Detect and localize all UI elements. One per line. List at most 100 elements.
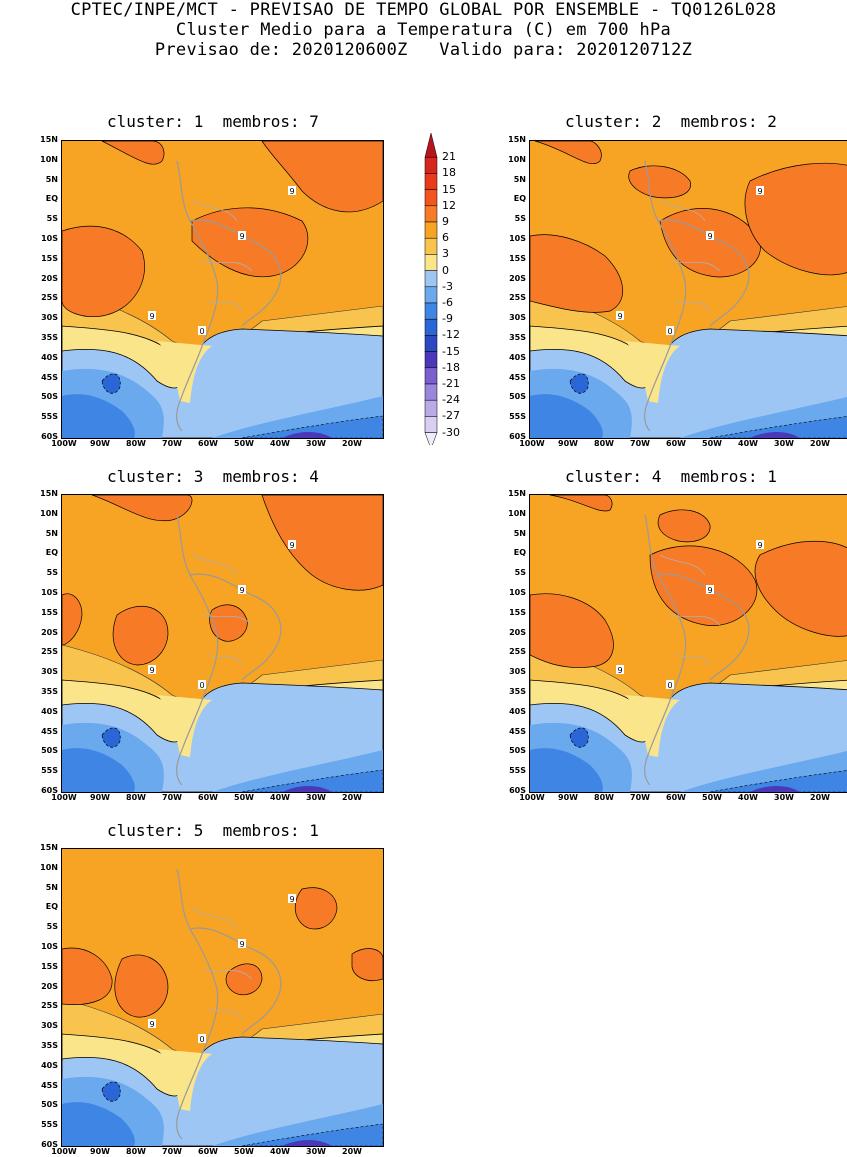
lat-label: 45S	[41, 726, 58, 736]
lat-label: 15N	[40, 843, 58, 852]
lat-label: 5N	[513, 528, 526, 538]
lon-label: 60W	[198, 793, 218, 802]
colorbar-label: -9	[442, 312, 453, 326]
contour-label: 9	[288, 894, 296, 904]
band-neg9	[62, 394, 135, 438]
lon-label: 80W	[126, 793, 146, 802]
lon-label: 90W	[558, 793, 578, 802]
contour-label: 9	[616, 311, 624, 321]
colorbar-swatch	[424, 205, 438, 223]
lat-label: EQ	[513, 548, 526, 558]
lat-label: 35S	[41, 1041, 58, 1050]
lon-label: 100W	[519, 439, 545, 448]
contour-label: 9	[148, 1019, 156, 1029]
lat-label: 10N	[40, 862, 58, 872]
lon-label: 100W	[51, 793, 77, 802]
country-borders	[659, 554, 721, 666]
lat-label: 10N	[40, 154, 58, 164]
warm-region-0	[62, 947, 113, 1005]
country-borders	[191, 908, 253, 1020]
lat-label: 45S	[41, 1080, 58, 1090]
lat-label: 30S	[509, 667, 526, 677]
lat-label: 5S	[46, 214, 58, 224]
colorbar-label: 0	[442, 263, 449, 277]
band-neg9-east	[241, 769, 383, 792]
colorbar-swatch	[424, 302, 438, 320]
band-neg9	[62, 1102, 135, 1146]
lat-label: 20S	[509, 273, 526, 283]
lon-label: 80W	[594, 793, 614, 802]
map-panel-5: 9 9 0 9	[61, 848, 384, 1147]
warm-region-4	[62, 593, 83, 646]
lat-label: 5N	[45, 882, 58, 892]
colorbar-swatch	[424, 189, 438, 207]
colorbar-swatch	[424, 133, 438, 158]
warm-region-1	[114, 954, 169, 1018]
lat-label: 5N	[45, 174, 58, 184]
lat-label: 30S	[509, 313, 526, 323]
contour-label: 0	[666, 680, 674, 690]
svg-text:9: 9	[149, 1020, 154, 1029]
svg-text:9: 9	[239, 940, 244, 949]
lat-label: EQ	[45, 548, 58, 558]
warm-region-0	[530, 234, 624, 313]
lon-label: 40W	[270, 793, 290, 802]
warm-region-1	[112, 606, 169, 666]
band-neg9-east	[709, 770, 847, 792]
lon-label: 70W	[630, 793, 650, 802]
lat-label: EQ	[45, 902, 58, 912]
lat-label: 55S	[509, 412, 526, 422]
contour-label: 9	[616, 665, 624, 675]
warm-region-3	[534, 141, 602, 165]
panel-title-2: cluster: 2 membros: 2	[565, 112, 777, 131]
lon-label: 20W	[342, 793, 362, 802]
lat-label: 15S	[41, 961, 58, 971]
warm-region-2	[209, 604, 248, 642]
warm-region-4	[628, 165, 691, 199]
lon-label: 20W	[810, 793, 830, 802]
warm-region-3	[261, 495, 383, 591]
colorbar-swatch	[424, 399, 438, 417]
colorbar-label: 6	[442, 231, 449, 245]
warm-region-3	[101, 141, 165, 165]
svg-text:9: 9	[707, 232, 712, 241]
lon-label: 90W	[558, 439, 578, 448]
lat-label: EQ	[45, 194, 58, 204]
lat-label: 35S	[41, 333, 58, 342]
cold-core	[569, 727, 589, 748]
lat-label: 25S	[41, 1001, 58, 1011]
lon-label: 70W	[162, 439, 182, 448]
lon-label: 50W	[234, 1147, 254, 1156]
contour-label: 9	[288, 540, 296, 550]
contour-label: 0	[666, 326, 674, 336]
country-borders	[191, 554, 253, 666]
colorbar-swatch	[424, 318, 438, 336]
warm-region-2	[261, 141, 383, 213]
contour-label: 9	[238, 585, 246, 595]
band-neg9-east	[241, 1123, 383, 1146]
map-svg-5: 9 9 0 9	[62, 849, 383, 1146]
colorbar-label: -12	[442, 328, 460, 342]
contour-label: 9	[706, 585, 714, 595]
contour-label: 9	[706, 231, 714, 241]
lat-label: 55S	[41, 1120, 58, 1130]
very-cold-spot	[282, 1139, 332, 1146]
colorbar-label: -3	[442, 279, 453, 293]
warm-region-0	[62, 225, 145, 317]
contour-label: 9	[288, 186, 296, 196]
colorbar-swatch	[424, 432, 438, 445]
lat-label: 5N	[45, 528, 58, 538]
contour-label: 9	[756, 186, 764, 196]
colorbar-label: -27	[442, 409, 460, 423]
svg-text:9: 9	[149, 666, 154, 675]
warm-region-0	[549, 495, 613, 512]
lat-label: 15S	[509, 607, 526, 617]
warm-region-2	[744, 162, 847, 276]
lon-label: 40W	[270, 1147, 290, 1156]
lat-label: 10N	[508, 508, 526, 518]
svg-text:9: 9	[289, 895, 294, 904]
lat-label: EQ	[513, 194, 526, 204]
warm-region-4	[351, 948, 383, 981]
svg-text:0: 0	[199, 681, 204, 690]
warm-region-3	[294, 887, 338, 930]
